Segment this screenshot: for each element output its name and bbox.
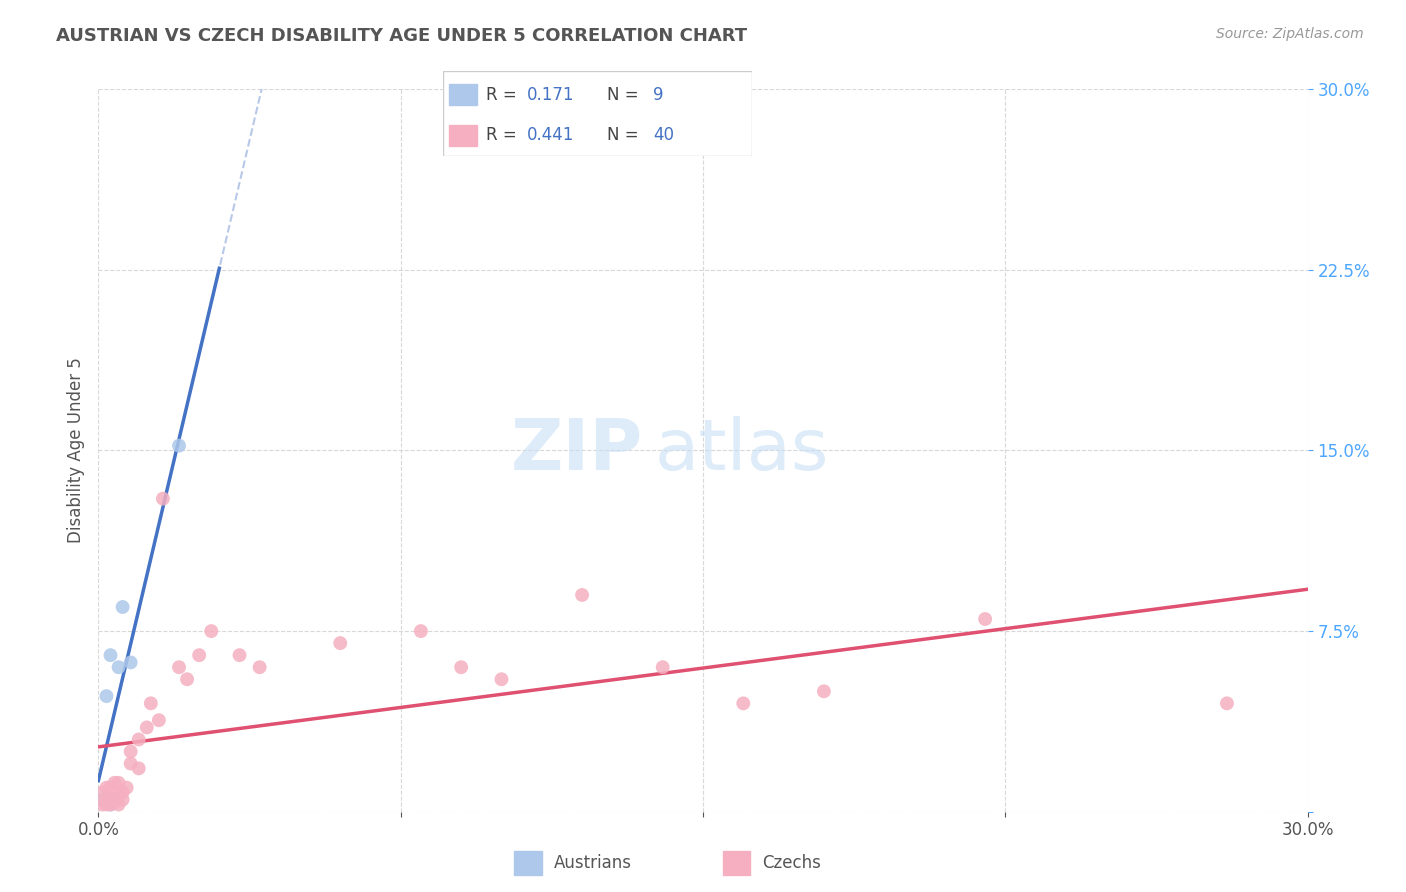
Point [115,780,138,795]
Point [103,793,125,807]
Point [249,660,271,674]
FancyBboxPatch shape [723,851,751,875]
Text: 40: 40 [654,127,675,145]
Point [91,785,114,799]
Point [107,776,129,790]
Text: ZIP: ZIP [510,416,643,485]
Point [111,599,134,614]
Point [100,648,122,662]
Point [571,588,593,602]
Point [111,793,134,807]
Point [733,696,755,710]
Point [128,761,150,775]
Point [100,797,122,812]
Point [120,756,142,771]
Point [188,648,211,662]
Text: N =: N = [607,86,644,103]
FancyBboxPatch shape [449,125,477,146]
Point [120,744,142,758]
Text: 0.441: 0.441 [526,127,574,145]
Point [91,797,114,812]
FancyBboxPatch shape [449,84,477,105]
Point [974,612,997,626]
FancyBboxPatch shape [515,851,541,875]
Point [96,780,118,795]
Point [813,684,835,698]
Point [409,624,432,639]
Point [148,713,170,727]
Point [152,491,174,506]
Point [96,689,118,703]
Text: R =: R = [486,127,522,145]
Point [176,673,198,687]
Text: N =: N = [607,127,644,145]
Point [651,660,673,674]
Point [96,793,118,807]
Text: atlas: atlas [655,416,830,485]
Point [111,785,134,799]
Point [450,660,472,674]
Text: 0.171: 0.171 [526,86,574,103]
Text: Source: ZipAtlas.com: Source: ZipAtlas.com [1216,27,1364,41]
Text: Czechs: Czechs [762,854,821,872]
Text: R =: R = [486,86,522,103]
Point [200,624,222,639]
Point [1216,696,1239,710]
Point [107,788,129,802]
Point [100,793,122,807]
Point [107,797,129,812]
Point [228,648,250,662]
Point [100,797,122,812]
Text: 9: 9 [654,86,664,103]
Text: AUSTRIAN VS CZECH DISABILITY AGE UNDER 5 CORRELATION CHART: AUSTRIAN VS CZECH DISABILITY AGE UNDER 5… [56,27,748,45]
Point [329,636,352,650]
Point [120,656,142,670]
Point [128,732,150,747]
Point [167,439,190,453]
Point [139,696,162,710]
Point [103,795,125,809]
Y-axis label: Disability Age Under 5: Disability Age Under 5 [66,358,84,543]
Point [100,780,122,795]
Point [491,673,513,687]
Text: Austrians: Austrians [554,854,631,872]
Point [107,660,129,674]
Point [135,721,157,735]
Point [91,793,114,807]
Point [167,660,190,674]
Point [103,776,125,790]
Point [96,797,118,812]
